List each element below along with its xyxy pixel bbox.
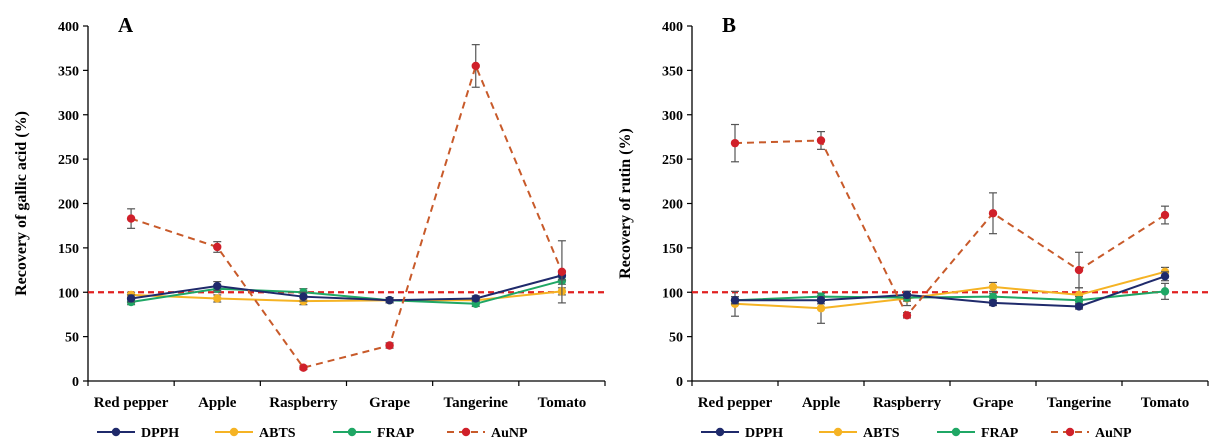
series-line <box>131 290 563 303</box>
y-tick-label: 100 <box>662 286 683 301</box>
data-point <box>299 292 308 301</box>
legend-label-frap: FRAP <box>377 426 415 441</box>
legend-marker-frap <box>951 427 961 437</box>
legend-marker-dpph <box>111 427 121 437</box>
legend: DPPH ABTS FRAP AuNP <box>701 426 1132 441</box>
data-point <box>471 61 480 71</box>
data-point <box>1074 302 1084 311</box>
series-line <box>735 275 1166 308</box>
y-axis-title: Recovery of rutin (%) <box>617 128 634 279</box>
data-point <box>816 296 826 305</box>
y-tick-label: 200 <box>662 198 683 213</box>
series-line <box>734 270 1166 310</box>
y-tick-label: 0 <box>72 375 79 390</box>
x-tick-label: Apple <box>198 395 237 411</box>
data-point <box>557 267 567 277</box>
data-point <box>126 214 136 223</box>
y-tick-label: 100 <box>58 286 79 301</box>
y-tick-label: 200 <box>58 198 79 213</box>
y-tick-label: 50 <box>669 331 683 346</box>
panel-label: B <box>722 13 736 37</box>
y-tick-label: 400 <box>662 20 683 35</box>
legend-label-frap: FRAP <box>981 426 1019 441</box>
legend: DPPH ABTS FRAP AuNP <box>97 426 528 441</box>
data-point <box>816 136 826 145</box>
data-point <box>816 304 826 313</box>
data-point <box>385 296 394 305</box>
y-tick-label: 150 <box>662 242 683 257</box>
legend-label-dpph: DPPH <box>141 426 179 441</box>
legend-label-dpph: DPPH <box>745 426 783 441</box>
data-point <box>471 294 480 303</box>
series-line <box>130 274 563 302</box>
data-point <box>902 290 912 300</box>
data-point <box>385 341 394 350</box>
legend-marker-abts <box>833 427 843 437</box>
x-tick-label: Red pepper <box>94 395 169 411</box>
series-dpph <box>126 270 567 305</box>
panel-label: A <box>118 13 134 37</box>
x-tick-label: Tangerine <box>444 395 509 411</box>
y-tick-label: 350 <box>58 64 79 79</box>
x-tick-label: Raspberry <box>269 395 338 411</box>
data-point <box>1074 265 1084 275</box>
data-point <box>213 281 222 291</box>
legend-label-aunp: AuNP <box>491 426 528 441</box>
x-tick-label: Grape <box>369 395 410 411</box>
data-point <box>988 209 998 218</box>
y-tick-label: 250 <box>58 153 79 168</box>
y-tick-label: 150 <box>58 242 79 257</box>
y-tick-label: 350 <box>662 64 683 79</box>
data-point <box>988 298 998 308</box>
y-axis-title: Recovery of gallic acid (%) <box>13 111 30 296</box>
y-tick-label: 300 <box>58 109 79 124</box>
legend-label-abts: ABTS <box>863 426 900 441</box>
data-point <box>213 294 222 303</box>
data-point <box>1074 296 1084 305</box>
data-point <box>988 292 998 301</box>
legend-marker-aunp <box>461 427 471 437</box>
data-point <box>902 311 912 320</box>
x-tick-label: Grape <box>973 395 1014 411</box>
data-point <box>1160 272 1170 281</box>
x-tick-label: Tomato <box>1141 395 1190 411</box>
x-tick-label: Apple <box>802 395 841 411</box>
legend-marker-abts <box>229 427 239 437</box>
chart-panel-a: 0 50 100 150 200 250 300 350 400 Red pepper Apple R… <box>13 13 606 441</box>
legend-label-aunp: AuNP <box>1095 426 1132 441</box>
series-line <box>130 279 563 305</box>
y-tick-label: 400 <box>58 20 79 35</box>
series-aunp <box>730 123 1170 320</box>
x-tick-label: Tangerine <box>1047 395 1112 411</box>
y-tick-label: 250 <box>662 153 683 168</box>
x-tick-label: Red pepper <box>698 395 773 411</box>
legend-marker-dpph <box>715 427 725 437</box>
data-point <box>730 296 740 305</box>
series-frap <box>730 282 1170 305</box>
data-point <box>126 294 136 303</box>
series-abts <box>730 266 1170 324</box>
series-line <box>130 63 563 369</box>
y-tick-label: 300 <box>662 109 683 124</box>
data-point <box>299 363 308 372</box>
chart-panel-b: 0 50 100 150 200 250 300 350 400 Red pepper Apple R… <box>617 13 1209 441</box>
data-point <box>1160 287 1170 296</box>
series-line <box>734 139 1166 318</box>
x-tick-label: Tomato <box>538 395 587 411</box>
legend-marker-aunp <box>1065 427 1075 437</box>
data-point <box>213 242 222 252</box>
data-point <box>988 282 998 292</box>
series-line <box>734 290 1166 302</box>
x-tick-label: Raspberry <box>873 395 942 411</box>
legend-marker-frap <box>347 427 357 437</box>
y-tick-label: 0 <box>676 375 683 390</box>
series-aunp <box>126 44 567 372</box>
y-tick-label: 50 <box>65 331 79 346</box>
series-dpph <box>730 271 1170 311</box>
data-point <box>730 138 740 148</box>
legend-label-abts: ABTS <box>259 426 296 441</box>
data-point <box>1160 210 1170 220</box>
